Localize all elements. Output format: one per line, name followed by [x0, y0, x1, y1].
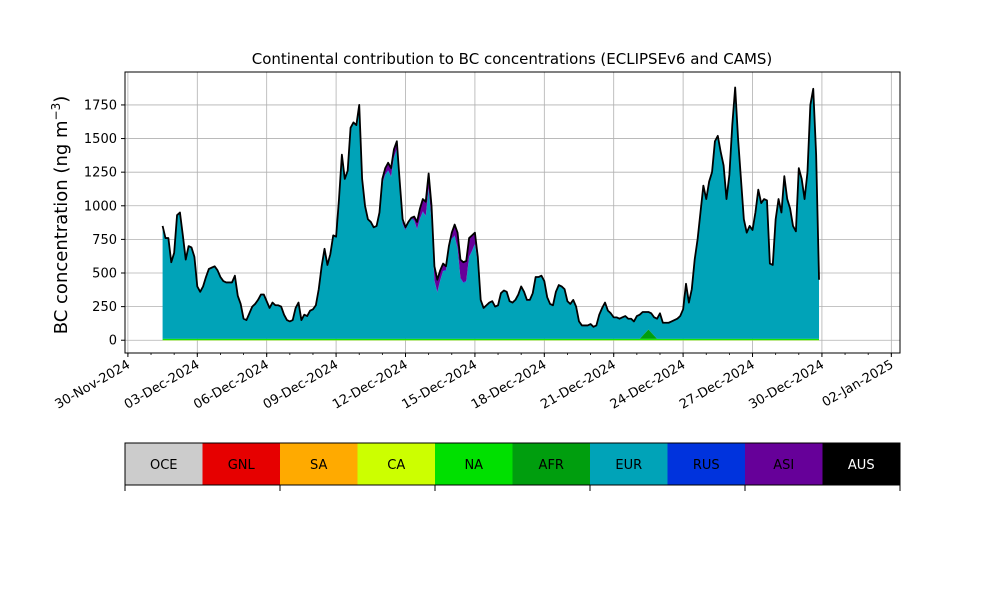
legend-label: OCE — [150, 458, 178, 473]
legend-label: EUR — [615, 458, 642, 473]
legend-label: AFR — [539, 458, 564, 473]
x-tick-label: 30-Nov-2024 — [53, 357, 133, 412]
x-tick-label: 30-Dec-2024 — [747, 357, 827, 412]
x-tick-label: 27-Dec-2024 — [677, 357, 757, 412]
legend-label: NA — [464, 458, 483, 473]
legend-swatch-gnl — [202, 443, 281, 485]
x-tick-label: 09-Dec-2024 — [261, 357, 341, 412]
legend-swatch-rus — [667, 443, 746, 485]
x-tick-label: 24-Dec-2024 — [608, 357, 688, 412]
legend-swatch-sa — [280, 443, 358, 485]
y-axis-ticks: 0 250 500 750 1000 1250 1500 1750 — [84, 98, 125, 349]
legend-colorbar: OCE GNL SA CA NA AFR EUR RUS ASI AUS — [124, 442, 901, 491]
legend-swatch-eur — [590, 443, 668, 485]
legend-swatch-oce — [125, 443, 203, 485]
legend-label: AUS — [848, 458, 875, 473]
y-tick-label: 0 — [109, 334, 117, 349]
x-tick-label: 03-Dec-2024 — [122, 357, 202, 412]
y-tick-label: 1500 — [84, 132, 117, 147]
legend-frame — [124, 442, 901, 486]
legend-swatch-aus — [822, 443, 901, 485]
x-axis-ticks: 30-Nov-202403-Dec-202406-Dec-202409-Dec-… — [53, 353, 897, 413]
area-eur — [162, 88, 820, 339]
legend-label: RUS — [693, 458, 720, 473]
y-axis-label-suffix: ) — [51, 96, 72, 103]
y-tick-label: 1250 — [84, 166, 117, 181]
x-tick-label: 21-Dec-2024 — [538, 357, 618, 412]
chart-title: Continental contribution to BC concentra… — [252, 50, 773, 68]
legend-swatch-asi — [745, 443, 823, 485]
x-tick-label: 02-Jan-2025 — [820, 357, 897, 410]
x-tick-label: 18-Dec-2024 — [469, 357, 549, 412]
y-axis-label: BC concentration (ng m−3) — [49, 96, 72, 335]
y-tick-label: 750 — [92, 233, 117, 248]
legend-swatch-ca — [357, 443, 436, 485]
y-tick-label: 1000 — [84, 199, 117, 214]
legend-label: CA — [387, 458, 405, 473]
plot-frame — [124, 71, 901, 354]
stacked-areas — [161, 86, 820, 341]
area-aus-total-outline — [161, 86, 820, 328]
y-tick-label: 250 — [92, 300, 117, 315]
legend-label: ASI — [773, 458, 794, 473]
legend-label: GNL — [228, 458, 256, 473]
x-tick-label: 06-Dec-2024 — [191, 357, 271, 412]
y-axis-label-superscript: −3 — [49, 103, 63, 121]
y-tick-label: 1750 — [84, 98, 117, 113]
legend-label: SA — [310, 458, 327, 473]
x-tick-label: 15-Dec-2024 — [400, 357, 480, 412]
y-axis-label-main: BC concentration (ng m — [51, 120, 72, 334]
legend-swatch-afr — [512, 443, 591, 485]
y-tick-label: 500 — [92, 267, 117, 282]
x-tick-label: 12-Dec-2024 — [330, 357, 410, 412]
legend-swatch-na — [435, 443, 513, 485]
